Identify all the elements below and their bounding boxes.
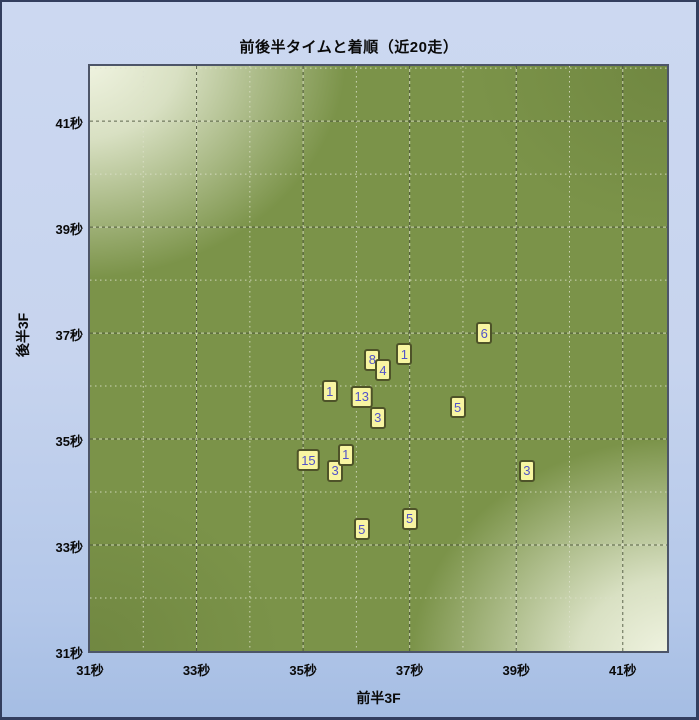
- x-tick-label: 33秒: [182, 663, 211, 678]
- data-point-marker: 5: [353, 518, 370, 541]
- data-point-marker: 3: [369, 406, 386, 429]
- data-point-marker: 6: [476, 322, 493, 345]
- x-tick-label: 31秒: [76, 663, 104, 678]
- data-point-marker: 3: [518, 459, 535, 482]
- y-tick-label: 37秒: [55, 328, 83, 344]
- data-point-marker: 15: [297, 449, 320, 472]
- x-tick-label: 41秒: [609, 663, 637, 678]
- y-tick-label: 35秒: [55, 434, 83, 450]
- x-tick-label: 37秒: [395, 663, 424, 678]
- x-tick-label: 35秒: [289, 663, 317, 678]
- chart-title: 前後半タイムと着順（近20走）: [239, 39, 459, 56]
- data-point-marker: 1: [321, 380, 338, 403]
- data-point-marker: 4: [375, 359, 392, 382]
- data-point-marker: 5: [401, 507, 418, 530]
- y-tick-label: 33秒: [55, 540, 83, 556]
- y-tick-label: 39秒: [55, 222, 83, 238]
- y-tick-label: 41秒: [55, 116, 83, 132]
- data-point-marker: 5: [449, 396, 466, 419]
- data-point-marker: 1: [337, 443, 354, 466]
- x-tick-label: 39秒: [502, 663, 530, 678]
- plot-area: 6 1 8 4 1 13 3 5 15 3 1 3 5 5: [88, 64, 669, 653]
- y-tick-label: 31秒: [55, 646, 83, 661]
- data-point-marker: 13: [350, 385, 373, 408]
- data-point-marker: 1: [396, 343, 413, 366]
- x-axis-title: 前半3F: [356, 690, 401, 706]
